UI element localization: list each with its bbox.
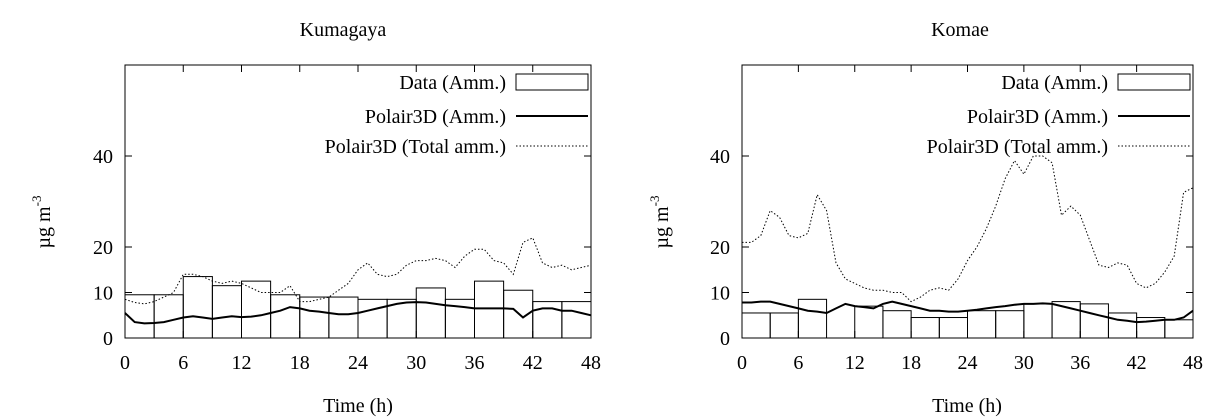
y-tick-label: 0	[103, 328, 113, 350]
data-bar	[211, 285, 242, 339]
series-line-polair3d-amm	[742, 300, 1194, 324]
data-bar	[995, 310, 1025, 339]
legend-label: Data (Amm.)	[399, 72, 506, 94]
y-tick-label: 40	[93, 146, 113, 168]
line-series	[742, 155, 1194, 324]
x-axis-label: Time (h)	[932, 395, 1002, 417]
x-axis-ticks: 0 6 12 18 24 30 36 42 48	[120, 65, 601, 374]
x-tick-label: 36	[465, 352, 485, 374]
data-bar	[797, 298, 828, 339]
panel-kumagaya: Kumagaya 0 6 12 18 24 30 36 42 48 0 10 20 40 Time (…	[29, 19, 601, 417]
data-bar	[415, 287, 446, 339]
y-tick-label: 10	[710, 283, 730, 305]
data-bar	[938, 317, 968, 339]
legend-swatch-bar	[1117, 73, 1191, 91]
bar-series	[124, 276, 592, 339]
data-bar	[769, 312, 799, 339]
series-line-polair3d-total-amm	[742, 155, 1194, 303]
x-tick-label: 30	[406, 352, 426, 374]
legend-label: Polair3D (Amm.)	[967, 106, 1108, 128]
x-axis-label: Time (h)	[323, 395, 393, 417]
x-tick-label: 30	[1014, 352, 1034, 374]
legend-label: Data (Amm.)	[1001, 72, 1108, 94]
data-bar	[357, 298, 388, 339]
data-bar	[328, 296, 359, 339]
x-tick-label: 6	[793, 352, 803, 374]
data-bar	[270, 294, 301, 339]
legend: Data (Amm.) Polair3D (Amm.) Polair3D (Tota…	[927, 72, 1191, 158]
x-tick-label: 48	[1183, 352, 1203, 374]
y-axis-label: µg m-3	[647, 196, 673, 249]
x-tick-label: 0	[737, 352, 747, 374]
legend-label: Polair3D (Total amm.)	[927, 136, 1108, 158]
data-bar	[474, 280, 505, 339]
series-line-polair3d-total-amm	[124, 237, 592, 305]
data-bar	[532, 301, 563, 339]
x-tick-label: 12	[845, 352, 865, 374]
y-tick-label: 20	[710, 237, 730, 259]
x-tick-label: 42	[523, 352, 543, 374]
legend-label: Polair3D (Total amm.)	[325, 136, 506, 158]
data-bar	[1107, 312, 1138, 339]
data-bar	[910, 317, 940, 339]
y-axis-ticks: 0 10 20 40	[93, 146, 591, 350]
data-bar	[854, 305, 884, 339]
chart-title: Komae	[931, 19, 989, 41]
data-bar	[299, 296, 330, 339]
x-tick-label: 24	[348, 352, 368, 374]
legend: Data (Amm.) Polair3D (Amm.) Polair3D (Tota…	[325, 72, 589, 158]
x-tick-label: 18	[901, 352, 921, 374]
data-bar	[153, 294, 184, 339]
series-line-polair3d-amm	[124, 301, 592, 325]
chart-title: Kumagaya	[300, 19, 387, 41]
x-tick-label: 18	[290, 352, 310, 374]
line-series	[124, 237, 592, 325]
legend-swatch-bar	[515, 73, 589, 91]
x-tick-label: 42	[1127, 352, 1147, 374]
data-bar	[882, 310, 912, 339]
y-axis-label: µg m-3	[29, 196, 55, 249]
y-tick-label: 10	[93, 283, 113, 305]
x-tick-label: 36	[1070, 352, 1090, 374]
x-tick-label: 48	[581, 352, 601, 374]
data-bar	[1164, 319, 1194, 339]
data-bar	[741, 312, 771, 339]
x-tick-label: 12	[232, 352, 252, 374]
x-axis-ticks: 0 6 12 18 24 30 36 42 48	[737, 65, 1203, 374]
legend-label: Polair3D (Amm.)	[365, 106, 506, 128]
data-bar	[182, 276, 213, 339]
y-tick-label: 0	[720, 328, 730, 350]
data-bar	[1023, 303, 1053, 339]
data-bar	[1079, 303, 1109, 339]
x-tick-label: 6	[178, 352, 188, 374]
y-axis-ticks: 0 10 20 40	[710, 146, 1193, 350]
x-tick-label: 0	[120, 352, 130, 374]
data-bar	[967, 310, 997, 339]
y-tick-label: 20	[93, 237, 113, 259]
y-tick-label: 40	[710, 146, 730, 168]
x-tick-label: 24	[958, 352, 978, 374]
data-bar	[561, 301, 592, 339]
